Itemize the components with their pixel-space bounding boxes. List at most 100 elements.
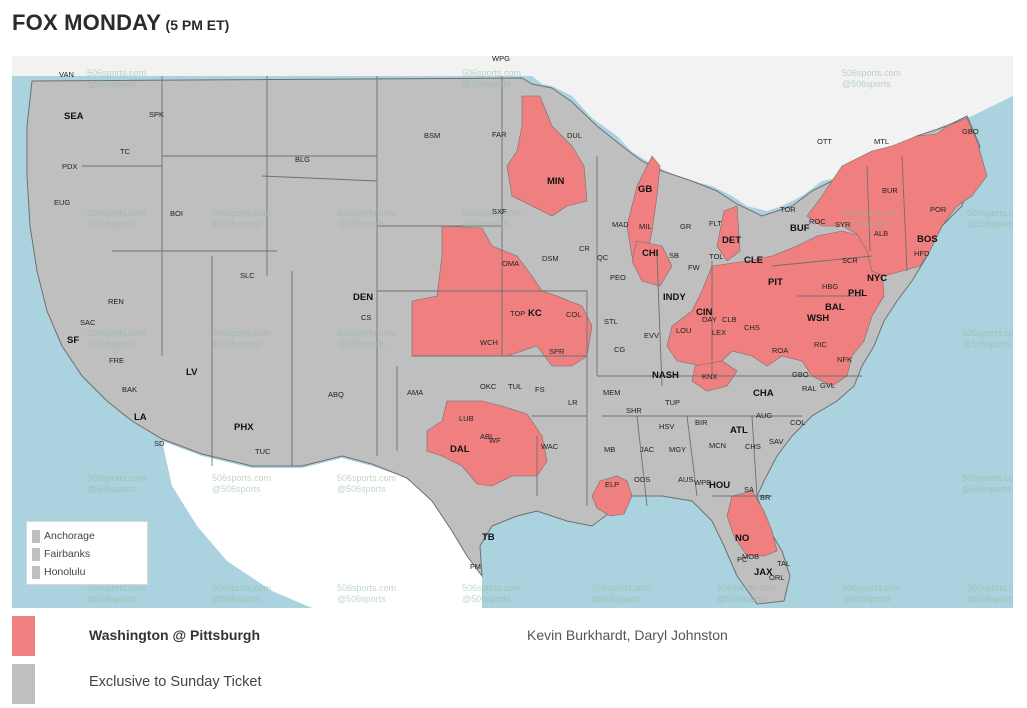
city-label: MB [604, 445, 615, 454]
city-label: CHI [642, 248, 658, 259]
city-label: BSM [424, 131, 440, 140]
city-label: PHL [848, 288, 867, 299]
city-label: FRE [109, 356, 124, 365]
city-label: MIN [547, 176, 565, 187]
city-label: CLE [744, 255, 763, 266]
city-label: MGY [669, 445, 686, 454]
city-label: WSH [807, 313, 829, 324]
legend-game-row: Washington @ Pittsburgh Kevin Burkhardt,… [12, 616, 1013, 656]
inset-swatch [32, 529, 40, 543]
city-label: OTT [817, 137, 832, 146]
title-subtitle: (5 PM ET) [165, 17, 230, 33]
watermark-site: 506sports.com [337, 473, 396, 483]
watermark-site: 506sports.com [592, 583, 651, 593]
watermark-site: 506sports.com [337, 208, 396, 218]
city-label: BIR [695, 418, 708, 427]
city-label: DSM [542, 254, 559, 263]
watermark-handle: @506sports [87, 79, 136, 89]
city-label: RAL [802, 384, 817, 393]
city-label: SPK [149, 110, 164, 119]
city-label: FM [470, 562, 481, 571]
inset-label: Honolulu [44, 566, 86, 578]
city-label: CG [614, 345, 625, 354]
city-label: AUS [678, 475, 693, 484]
city-label: HOU [709, 480, 730, 491]
coverage-map-svg: 506sports.com@506sports506sports.com@506… [12, 56, 1013, 608]
inset-swatch [32, 565, 40, 579]
inset-label: Anchorage [44, 530, 95, 542]
state-borders [82, 76, 908, 507]
city-label: PDX [62, 162, 77, 171]
inset-market-legend: Anchorage Fairbanks Honolulu [26, 521, 148, 585]
city-label: VAN [59, 70, 74, 79]
watermark-layer: 506sports.com@506sports506sports.com@506… [87, 68, 1013, 604]
city-label: DAL [450, 444, 470, 455]
city-label: JAC [640, 445, 655, 454]
city-label-layer: WPG VAN SEA SPK TC PDX EUG BSM FAR DUL BLG BOI MIN GB… [54, 56, 979, 582]
city-label: LV [186, 367, 198, 378]
city-label: BAK [122, 385, 137, 394]
watermark-site: 506sports.com [462, 583, 521, 593]
city-label: LEX [712, 328, 726, 337]
watermark-site: 506sports.com [962, 473, 1013, 483]
city-label: COL [566, 310, 581, 319]
coverage-new-orleans [591, 475, 633, 517]
city-label: COL [790, 418, 805, 427]
city-label: ORL [769, 573, 784, 582]
city-label: CIN [696, 307, 713, 318]
coverage-dallas [426, 400, 548, 487]
legend-matchup: Washington @ Pittsburgh [89, 627, 261, 643]
watermark-handle: @506sports [212, 594, 261, 604]
watermark-site: 506sports.com [462, 68, 521, 78]
city-label: INDY [663, 292, 686, 303]
city-label: JAX [754, 567, 773, 578]
watermark-site: 506sports.com [842, 208, 901, 218]
watermark-handle: @506sports [842, 79, 891, 89]
watermark-handle: @506sports [842, 219, 891, 229]
city-label: NYC [867, 273, 887, 284]
watermark-site: 506sports.com [337, 583, 396, 593]
city-label: BLG [295, 155, 310, 164]
watermark-handle: @506sports [337, 339, 386, 349]
city-label: ABL [480, 432, 494, 441]
watermark-handle: @506sports [717, 594, 766, 604]
city-label: TUL [508, 382, 522, 391]
city-label: LA [134, 412, 147, 423]
city-label: LR [568, 398, 578, 407]
city-label: AMA [407, 388, 423, 397]
watermark-handle: @506sports [962, 484, 1011, 494]
city-label: REN [108, 297, 124, 306]
legend-other-row: Exclusive to Sunday Ticket [12, 664, 1013, 704]
mexico-land [162, 441, 482, 608]
watermark-site: 506sports.com [212, 208, 271, 218]
watermark-site: 506sports.com [967, 208, 1013, 218]
city-label: TUP [665, 398, 680, 407]
city-label: POR [930, 205, 947, 214]
watermark-handle: @506sports [962, 339, 1011, 349]
city-label: TOR [780, 205, 796, 214]
watermark-site: 506sports.com [967, 583, 1013, 593]
coverage-tampa-orlando [726, 490, 778, 557]
watermark-handle: @506sports [842, 594, 891, 604]
city-label: SAV [769, 437, 783, 446]
inset-item-fairbanks: Fairbanks [32, 545, 147, 563]
city-label: TAL [777, 559, 790, 568]
inset-item-anchorage: Anchorage [32, 527, 147, 545]
watermark-handle: @506sports [87, 339, 136, 349]
coverage-ohio-valley [666, 230, 885, 387]
city-label: BR [760, 493, 771, 502]
city-label: SPR [549, 347, 565, 356]
inset-item-honolulu: Honolulu [32, 563, 147, 581]
city-label: ROA [772, 346, 788, 355]
city-label: DET [722, 235, 741, 246]
city-label: KNX [702, 372, 717, 381]
coverage-map[interactable]: 506sports.com @506sports 506sports.com @506… [12, 56, 1013, 608]
city-label: MTL [874, 137, 889, 146]
city-label: BUF [790, 223, 810, 234]
watermark-site: 506sports.com [842, 68, 901, 78]
city-label: SLC [240, 271, 255, 280]
watermark-site: 506sports.com [87, 583, 146, 593]
watermark-handle: @506sports [87, 219, 136, 229]
watermark-site: 506sports.com [87, 68, 146, 78]
city-label: BUR [882, 186, 898, 195]
